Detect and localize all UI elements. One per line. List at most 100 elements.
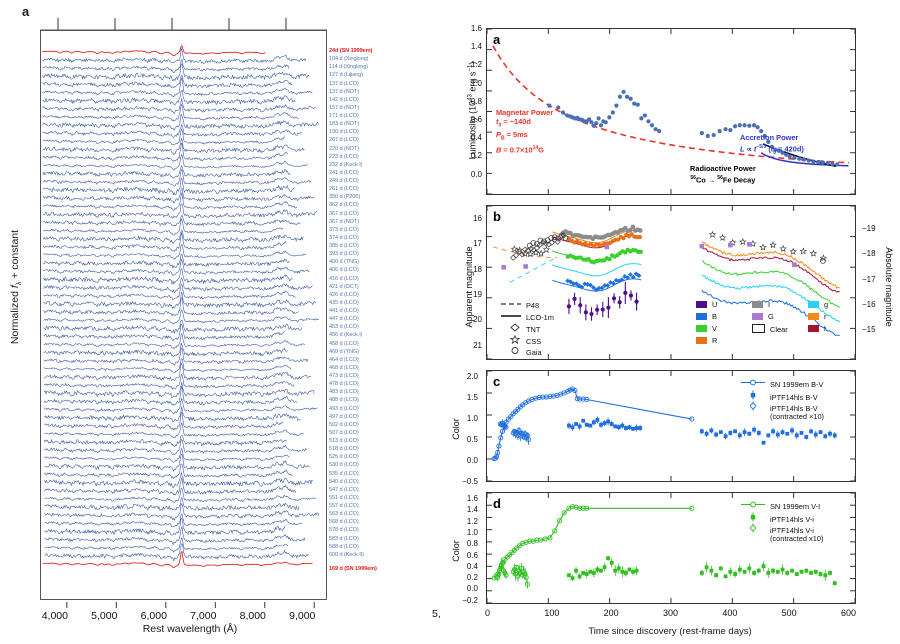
spectrum-epoch-label: 406 d (LCO) xyxy=(329,267,359,274)
spectrum-epoch-label: 157 d (NOT) xyxy=(329,104,359,111)
spectrum-trace xyxy=(42,154,308,171)
spectrum-trace xyxy=(44,543,309,562)
panel-d-x-tick: 0 xyxy=(485,608,491,618)
line-circle-icon xyxy=(741,379,765,386)
spectrum-epoch-label: 137 d (NOT) xyxy=(329,88,359,95)
spectrum-epoch-label: 435 d (LCO) xyxy=(329,299,359,306)
iptf14hls-contracted-points xyxy=(497,419,532,445)
band-legend-label: g xyxy=(824,300,829,309)
panel-a-letter: a xyxy=(493,32,501,47)
axis-tick-label: 0.0 xyxy=(470,169,482,179)
spectrum-trace xyxy=(43,398,318,415)
spectrum-epoch-label: 493 d (LCO) xyxy=(329,405,359,412)
spectrum-epoch-label: 249 d (LCO) xyxy=(329,178,359,185)
left-x-axis: 4,000 5,000 6,000 7,000 8,000 9,000 xyxy=(12,602,432,644)
axis-tick-label: 0.5 xyxy=(466,434,478,444)
color-swatch xyxy=(696,313,707,320)
panel-c-y-axis-label: Color xyxy=(451,418,461,440)
legend-item-gaia: Gaia xyxy=(500,346,542,357)
spectrum-trace xyxy=(42,203,318,219)
color-swatch xyxy=(752,324,765,333)
left-x-tick: 8,000 xyxy=(239,610,266,622)
axis-tick-label: 0.0 xyxy=(466,455,478,465)
spectrum-trace xyxy=(43,319,303,334)
axis-tick-label: 1.0 xyxy=(466,527,478,537)
panel-a-label: a xyxy=(22,4,30,19)
spectrum-epoch-label: 535 d (LCO) xyxy=(329,470,359,477)
spectrum-trace xyxy=(43,323,285,342)
spectrum-trace xyxy=(44,518,286,536)
spectrum-trace xyxy=(42,188,315,204)
axis-tick-label-right: −17 xyxy=(862,274,876,284)
spectrum-epoch-label: 518 d (LCO) xyxy=(329,446,359,453)
spectrum-trace xyxy=(44,438,307,456)
axis-tick-label: 0.8 xyxy=(470,96,482,106)
spectrum-epoch-label: 373 d (LCO) xyxy=(329,226,359,233)
reference-spectrum-trace xyxy=(42,551,313,569)
left-x-tick: 9,000 xyxy=(289,610,316,622)
legend-item-p48: P48 xyxy=(500,300,539,310)
spectrum-trace xyxy=(43,291,316,309)
panel-d-x-tick: 300 xyxy=(663,608,679,618)
spectrum-trace xyxy=(44,537,289,553)
axis-tick-label: 1.4 xyxy=(470,42,482,52)
open-circle-error-icon xyxy=(750,523,756,533)
spectrum-trace xyxy=(43,283,296,301)
spectrum-trace xyxy=(44,472,314,489)
reference-spectrum-trace xyxy=(42,45,266,56)
spectrum-trace xyxy=(42,75,293,89)
spectrum-epoch-label: 464 d (LCO) xyxy=(329,356,359,363)
band-legend-v: V xyxy=(696,324,717,333)
radioactive-power-decay: 56Co → 56Fe Decay xyxy=(690,174,756,184)
spectrum-epoch-label: 563 d (LCO) xyxy=(329,511,359,518)
panel-d-x-tick: 600 xyxy=(841,608,857,618)
p48-lightcurve xyxy=(492,246,558,259)
panel-b-y-axis-label: Apparent magnitude xyxy=(464,246,474,328)
spectrum-epoch-label: 241 d (LCO) xyxy=(329,169,359,176)
spectrum-trace xyxy=(42,59,290,74)
spectrum-epoch-label: 600 d (Keck II) xyxy=(329,551,364,558)
spectrum-epoch-label: 350 d (P200) xyxy=(329,194,361,201)
panel-c-color-bv xyxy=(486,370,856,482)
color-swatch xyxy=(696,325,707,332)
magnetar-power-b: B = 0.7×1014G xyxy=(496,144,544,155)
legend-sublabel: (contracted x10) xyxy=(770,534,824,543)
axis-tick-label: 1.5 xyxy=(466,392,478,402)
legend-item-lco-1m: LCO-1m xyxy=(500,312,554,322)
magnetar-power-title: Magnetar Power xyxy=(496,108,554,117)
spectrum-epoch-label: 183 d (NOT) xyxy=(329,121,359,128)
spectrum-trace xyxy=(43,347,309,366)
spectrum-trace xyxy=(42,77,313,98)
spectrum-trace xyxy=(43,229,304,244)
annotation-radioactive-power: Radioactive Power 56Co → 56Fe Decay xyxy=(690,164,756,184)
spectrum-epoch-label: 441 d (LCO) xyxy=(329,308,359,315)
spectrum-epoch-label: 525 d (LCO) xyxy=(329,454,359,461)
spectrum-trace xyxy=(44,503,320,521)
band-legend-u: U xyxy=(696,300,717,309)
spectrum-trace xyxy=(42,218,284,236)
spectrum-trace xyxy=(43,381,315,399)
spectrum-epoch-label: 416 d (LCO) xyxy=(329,275,359,282)
iptf14hls-contracted-points xyxy=(495,557,530,589)
axis-tick-label: 0.6 xyxy=(470,115,482,124)
spectrum-epoch-label: 488 d (LCO) xyxy=(329,397,359,404)
spectrum-epoch-label: 220 d (NOT) xyxy=(329,145,359,152)
axis-tick-label-right: −15 xyxy=(862,325,876,335)
panel-a-luminosity xyxy=(486,28,856,195)
lco-1m-lightcurve xyxy=(701,246,840,293)
spectrum-trace xyxy=(43,385,298,406)
spectrum-trace xyxy=(43,297,299,317)
band-legend-b: B xyxy=(696,312,717,321)
spectrum-epoch-label: 456 d (Keck I) xyxy=(329,332,363,339)
band-legend-label: R xyxy=(712,336,718,345)
color-swatch xyxy=(808,301,819,308)
spectrum-trace xyxy=(44,513,303,528)
spectrum-epoch-label: 207 d (LCO) xyxy=(329,137,359,144)
axis-tick-label: −0.2 xyxy=(462,595,478,605)
spectrum-epoch-label: 362 d (LCO) xyxy=(329,202,359,209)
spectrum-trace xyxy=(42,89,296,106)
legend-label: iPTF14hls V-i xyxy=(770,526,814,535)
accretion-power-formula: L ∝ t−5/3 (t0 = 420d) xyxy=(740,143,804,156)
legend-label: SN 1999em B-V xyxy=(770,380,824,389)
